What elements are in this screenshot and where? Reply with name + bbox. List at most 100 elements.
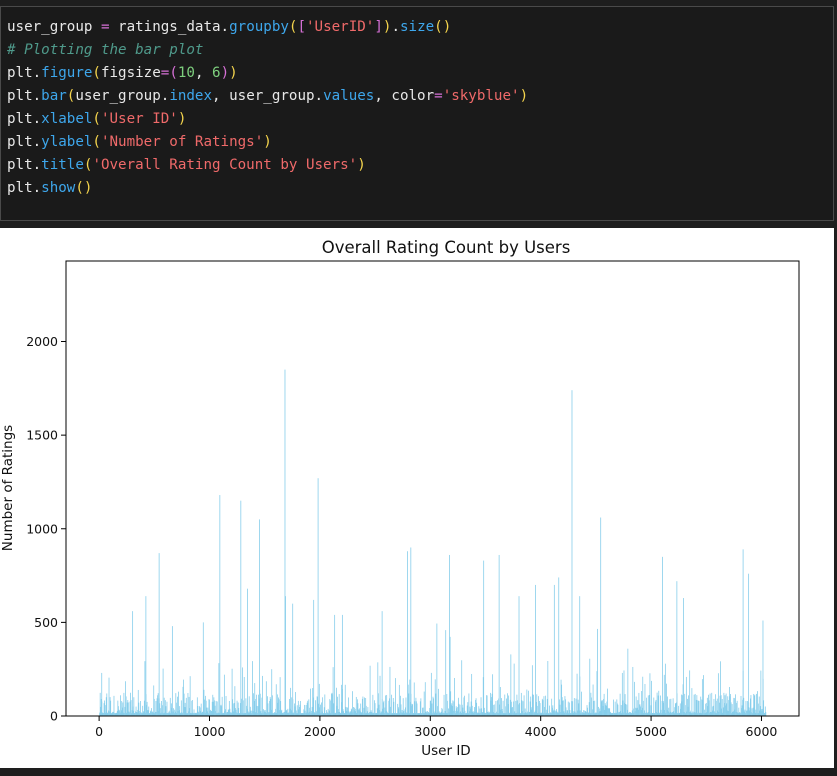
bar [656,712,657,716]
bar [633,712,635,716]
bar [409,679,411,716]
bar [706,712,708,716]
bar [303,709,305,716]
bar [548,713,550,716]
bar [119,712,121,716]
bar [502,700,504,716]
bar [184,702,186,716]
bar [395,713,397,716]
bar [743,711,745,716]
bar [221,706,223,716]
bar [761,709,762,716]
bar [620,710,622,716]
bar [444,713,445,716]
code-token: show [41,180,76,196]
bar [585,711,587,716]
bar [741,705,743,716]
bar [487,711,489,716]
bar [173,713,175,716]
bar [465,713,466,716]
bar [365,698,367,716]
bar [338,694,340,716]
code-cell[interactable]: user_group = ratings_data.groupby(['User… [0,6,834,221]
bar [528,690,529,716]
bar [106,693,108,716]
code-token: , user_group. [212,88,324,104]
code-line: plt.bar(user_group.index, user_group.val… [1,85,833,108]
bar [679,703,681,716]
bar [110,700,112,716]
x-axis-ticks: 0 1000 2000 3000 4000 5000 6000 [95,716,777,739]
bar [236,700,238,716]
bar [492,704,494,716]
bar [576,712,577,716]
bar [210,711,212,716]
bar [416,701,417,716]
bar [336,705,338,716]
bar [602,705,604,716]
bar [698,701,699,716]
x-tick-label: 4000 [525,724,557,739]
bar [424,682,426,716]
bar [666,709,668,716]
bar [174,711,176,716]
bar [333,703,335,716]
bar [99,712,101,716]
bar [388,700,390,716]
bar [171,707,173,716]
bar [486,695,487,716]
bar [715,694,717,716]
bar [512,707,513,716]
bar [462,712,464,716]
bar [195,713,197,716]
bar [475,698,477,716]
bar [455,706,457,716]
code-token: plt. [7,180,42,196]
bar [642,700,644,716]
bar [719,702,720,716]
bar [348,711,350,716]
bar [743,697,745,716]
bar [605,705,607,716]
bar [390,706,391,716]
bar [579,596,581,716]
bar [126,702,128,716]
bar [557,712,559,716]
bar [519,713,521,716]
bar [445,630,447,716]
code-token: ] [374,19,383,35]
bar [674,707,676,716]
bar [256,705,258,716]
bar [201,712,203,716]
bar [503,713,505,716]
bar [311,711,312,716]
bar [370,711,372,716]
bar [636,707,638,716]
bar [126,712,128,716]
bar [428,713,430,716]
bar [424,713,426,716]
bar [629,713,631,716]
bar [610,713,612,716]
bar [461,660,463,716]
code-token: bar [41,88,67,104]
bar [306,702,308,716]
bar [439,712,441,716]
bar [727,711,729,716]
bar [384,713,385,716]
bar [448,708,449,716]
bar [697,700,699,716]
bar [308,707,310,716]
bar [478,706,480,716]
bar [474,711,476,716]
bar [319,707,321,716]
bar [341,702,343,716]
bar [241,712,243,716]
bar [651,680,652,716]
bar [310,713,312,716]
bar [430,700,432,716]
bar [671,712,673,716]
bar [214,700,215,716]
bar [572,711,574,716]
bar [551,698,553,716]
